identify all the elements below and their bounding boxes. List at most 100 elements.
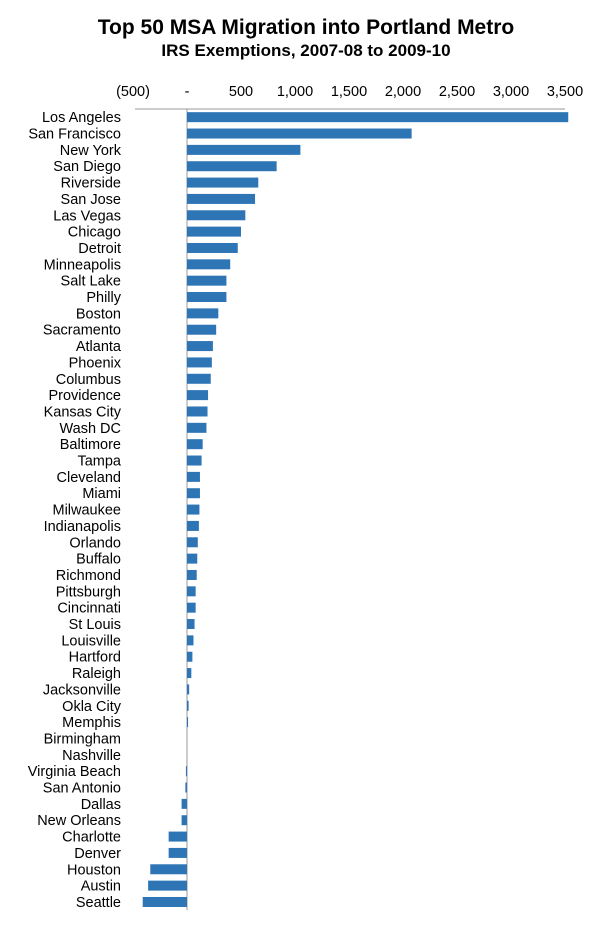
category-label: Las Vegas	[53, 208, 121, 224]
category-label: Jacksonville	[43, 682, 121, 698]
chart-subtitle: IRS Exemptions, 2007-08 to 2009-10	[161, 41, 451, 60]
bar	[187, 439, 203, 450]
category-label: Nashville	[62, 748, 121, 764]
chart-title: Top 50 MSA Migration into Portland Metro	[97, 16, 515, 39]
bar	[142, 896, 187, 907]
category-label: Houston	[67, 862, 121, 878]
category-label: Wash DC	[60, 421, 122, 437]
category-label: Atlanta	[76, 339, 122, 355]
category-label: Minneapolis	[44, 257, 121, 273]
bar	[187, 471, 200, 482]
category-label: Hartford	[69, 650, 121, 666]
bar	[187, 324, 217, 335]
bar	[187, 144, 301, 155]
x-tick-label: -	[185, 84, 190, 100]
category-label: Chicago	[68, 225, 121, 241]
category-label: Phoenix	[69, 355, 122, 371]
category-label: Salt Lake	[61, 274, 121, 290]
category-label: Providence	[48, 388, 121, 404]
bar	[187, 357, 212, 368]
category-label: Austin	[81, 879, 121, 895]
category-label: New Orleans	[37, 813, 121, 829]
category-label: Tampa	[77, 454, 121, 470]
category-label: Dallas	[81, 797, 121, 813]
bar	[187, 226, 241, 237]
category-label: Louisville	[61, 633, 121, 649]
bar	[187, 210, 246, 221]
bar	[187, 390, 209, 401]
category-label: Boston	[76, 306, 121, 322]
bar	[187, 242, 238, 253]
category-label: Indianapolis	[44, 519, 121, 535]
bar	[181, 798, 187, 809]
category-label: Orlando	[69, 535, 121, 551]
bar	[187, 602, 196, 613]
x-tick-label: 1,500	[331, 84, 367, 100]
bar	[185, 782, 187, 793]
bar	[187, 373, 211, 384]
category-label: Memphis	[62, 715, 121, 731]
category-label: Cleveland	[57, 470, 122, 486]
category-label: Charlotte	[62, 830, 121, 846]
x-tick-label: 3,500	[547, 84, 583, 100]
x-tick-label: 3,000	[493, 84, 529, 100]
category-label: Denver	[74, 846, 121, 862]
bar	[187, 406, 208, 417]
bar	[187, 700, 189, 711]
bar	[187, 112, 569, 123]
bar	[168, 847, 187, 858]
category-label: San Antonio	[43, 781, 121, 797]
category-label: Milwaukee	[53, 503, 122, 519]
bar	[187, 308, 219, 319]
bar	[187, 292, 227, 303]
bar	[187, 537, 198, 548]
category-label: Seattle	[76, 895, 121, 911]
bar	[187, 504, 200, 515]
category-label: Okla City	[62, 699, 122, 715]
category-label: Virginia Beach	[28, 764, 121, 780]
bar	[168, 831, 187, 842]
bar	[187, 520, 199, 531]
bar	[187, 128, 412, 139]
bar	[187, 651, 193, 662]
bar	[187, 569, 197, 580]
category-label: Philly	[86, 290, 121, 306]
bar	[150, 864, 187, 875]
category-label: Los Angeles	[42, 110, 121, 126]
bar	[187, 619, 195, 630]
bar	[187, 586, 196, 597]
bar	[187, 161, 277, 172]
bar	[187, 684, 190, 695]
bar	[185, 766, 187, 777]
x-tick-label: 1,000	[277, 84, 313, 100]
bar	[187, 717, 189, 728]
category-label: Birmingham	[44, 731, 121, 747]
category-label: Columbus	[56, 372, 121, 388]
bar	[187, 275, 227, 286]
bar	[187, 177, 259, 188]
category-label: Cincinnati	[57, 601, 121, 617]
bar	[187, 553, 198, 564]
x-tick-label: 500	[229, 84, 253, 100]
bars	[142, 112, 569, 907]
category-label: Richmond	[56, 568, 121, 584]
bar	[187, 455, 202, 466]
category-label: Pittsburgh	[56, 584, 121, 600]
bar	[187, 422, 207, 433]
category-label: San Francisco	[28, 127, 121, 143]
bar	[181, 815, 187, 826]
bar	[187, 341, 213, 352]
category-label: Raleigh	[72, 666, 121, 682]
category-label: San Jose	[61, 192, 121, 208]
bar	[187, 259, 231, 270]
x-axis-ticks: (500) - 500 1,000 1,500 2,000 2,500 3,000 3,500	[116, 84, 583, 911]
category-label: Detroit	[78, 241, 121, 257]
bar	[187, 193, 256, 204]
category-label: New York	[60, 143, 122, 159]
bar	[148, 880, 187, 891]
category-label: Kansas City	[44, 404, 122, 420]
category-label: St Louis	[69, 617, 121, 633]
category-label: Sacramento	[43, 323, 121, 339]
